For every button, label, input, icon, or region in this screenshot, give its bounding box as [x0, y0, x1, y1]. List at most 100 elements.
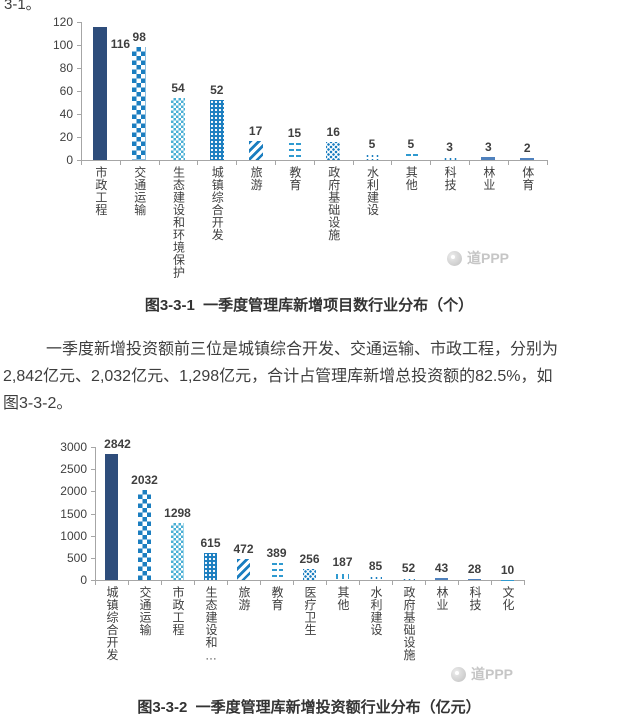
paragraph-line: 图3-3-2。 [3, 395, 73, 412]
x-axis-label: 教育 [275, 166, 314, 288]
bar [105, 454, 118, 580]
x-axis-label-text: 教育 [287, 166, 302, 191]
daoppp-logo-icon [447, 250, 462, 266]
y-axis-line [95, 447, 96, 581]
x-tick [524, 580, 525, 585]
x-tick [425, 580, 426, 585]
x-tick [81, 160, 82, 165]
bar-value-label: 472 [233, 542, 254, 557]
bar [93, 26, 108, 160]
chart-plot: 3000 2500 2000 1500 1000 500 0 2842 城镇综合开发 2032 交通… [0, 437, 618, 693]
bar [204, 552, 217, 580]
x-axis-label-text: 水利建设 [369, 586, 383, 636]
bar [171, 97, 185, 160]
x-tick [194, 580, 195, 585]
y-tick [91, 557, 95, 559]
x-axis-label: 生态建设和… [194, 586, 227, 691]
x-tick [391, 160, 393, 165]
x-axis-label: 政府基础设施 [392, 586, 425, 691]
x-axis-label-text: 其他 [336, 586, 350, 611]
bar-value-label: 2842 [104, 437, 131, 451]
bar-value-label: 1298 [164, 505, 191, 520]
bar [171, 522, 184, 580]
x-tick [197, 160, 199, 165]
x-axis-label-text: 政府基础设施 [402, 586, 416, 661]
chart-new-investment-amount: 3000 2500 2000 1500 1000 500 0 2842 城镇综合开发 2032 交通… [0, 437, 618, 693]
x-axis-label-text: 市政工程 [93, 166, 108, 216]
watermark-daoppp: 道PPP [451, 664, 513, 684]
x-axis-label-text: 生态建设和… [204, 586, 218, 663]
y-tick [91, 580, 95, 581]
bar-value-label: 28 [467, 561, 482, 576]
y-axis-label: 1500 [60, 506, 87, 521]
x-axis-label-text: 文化 [501, 586, 515, 611]
y-axis-label: 2500 [60, 462, 87, 477]
x-axis-label-text: 旅游 [249, 166, 264, 191]
x-tick [95, 580, 96, 585]
x-axis-line [95, 580, 525, 581]
x-tick [326, 580, 327, 585]
x-tick [260, 580, 261, 585]
paragraph-line: 2,842亿元、2,032亿元、1,298亿元，合计占管理库新增总投资额的82.… [3, 368, 553, 385]
bar-value-label: 5 [407, 137, 415, 152]
bar-value-label: 2032 [131, 472, 158, 487]
bar-value-label: 17 [248, 123, 263, 138]
bar-value-label: 54 [171, 80, 185, 95]
x-axis-label: 旅游 [236, 166, 275, 288]
x-axis-label: 教育 [260, 586, 293, 691]
bar-value-label: 2 [523, 140, 531, 155]
x-tick [458, 580, 459, 585]
daoppp-logo-icon [451, 666, 466, 682]
x-axis-label: 其他 [326, 586, 359, 691]
y-tick [77, 22, 81, 23]
x-tick [161, 580, 162, 585]
bar [403, 154, 418, 161]
bar-value-label: 256 [299, 551, 320, 566]
bar [435, 578, 448, 580]
x-tick [507, 160, 509, 165]
y-tick [77, 91, 81, 92]
bar-value-label: 615 [200, 535, 221, 550]
bar [442, 156, 457, 161]
y-tick [91, 447, 95, 448]
bar [336, 571, 349, 580]
x-tick [293, 580, 294, 585]
y-axis-label: 40 [59, 107, 73, 121]
watermark-text: 道PPP [467, 250, 510, 266]
y-tick [91, 491, 95, 493]
y-tick [77, 114, 81, 115]
y-tick [77, 68, 81, 69]
bar-value-label: 3 [446, 139, 453, 154]
x-axis-label-text: 其他 [404, 166, 419, 191]
bar-value-label: 52 [210, 83, 224, 98]
x-axis-label: 科技 [430, 166, 469, 288]
bar [303, 568, 316, 580]
bar-value-label: 98 [132, 30, 146, 45]
bar [369, 576, 382, 580]
y-tick [91, 535, 95, 537]
bar-value-label: 10 [500, 562, 515, 577]
x-axis-label-text: 体育 [520, 166, 535, 191]
y-tick [77, 45, 81, 46]
x-axis-label-text: 交通运输 [132, 166, 147, 216]
x-tick [430, 160, 432, 165]
x-axis-label: 交通运输 [128, 586, 161, 691]
x-axis-label: 城镇综合开发 [197, 166, 236, 288]
figure-caption-332: 图3-3-2 一季度管理库新增投资额行业分布（亿元） [137, 699, 481, 716]
paragraph-line: 一季度新增投资额前三位是城镇综合开发、交通运输、市政工程，分别为 [46, 341, 559, 358]
bar [520, 157, 535, 160]
chart-new-project-count: 120 100 80 60 40 20 0 116 市政工程 98 交通运输 54 生态建设和环境保护 5… [0, 14, 618, 290]
y-axis-label: 80 [59, 61, 73, 75]
x-axis-label-text: 生态建设和环境保护 [171, 166, 186, 279]
y-axis-label: 100 [52, 38, 73, 52]
x-axis-label: 林业 [469, 166, 508, 288]
x-axis-label-text: 市政工程 [171, 586, 185, 636]
text-fragment: 3-1。 [4, 0, 41, 13]
x-axis-label: 体育 [508, 166, 547, 288]
x-axis-label: 医疗卫生 [293, 586, 326, 691]
x-axis-label-text: 城镇综合开发 [105, 586, 119, 661]
bar-value-label: 389 [266, 545, 287, 560]
x-tick [469, 160, 470, 165]
y-axis-label: 20 [59, 130, 73, 144]
x-axis-label: 水利建设 [353, 166, 392, 288]
